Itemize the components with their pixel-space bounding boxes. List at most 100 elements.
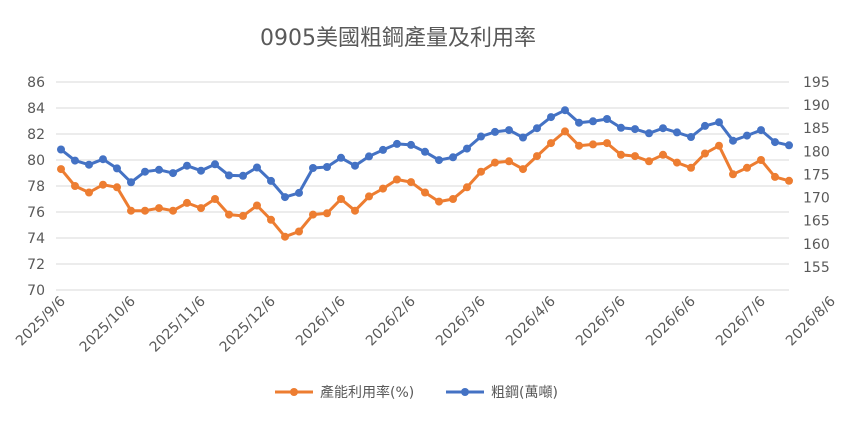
- data-point: [435, 156, 443, 165]
- data-point: [715, 141, 723, 150]
- data-point: [379, 184, 387, 193]
- data-point: [477, 132, 485, 141]
- data-point: [71, 182, 79, 190]
- data-point: [659, 124, 667, 133]
- data-point: [561, 127, 569, 136]
- data-point: [225, 210, 233, 219]
- data-point: [323, 209, 331, 218]
- data-point: [169, 169, 177, 178]
- left-tick-label: 80: [27, 153, 45, 169]
- data-point: [743, 163, 751, 172]
- data-point: [211, 160, 219, 169]
- right-tick-label: 180: [803, 144, 830, 160]
- data-point: [771, 172, 779, 181]
- x-tick-label: 2026/5/6: [573, 293, 629, 349]
- x-axis: 2025/9/6 2025/10/6 2025/11/6 2025/12/6 2026/…: [13, 293, 839, 355]
- x-tick-label: 2026/1/6: [293, 293, 349, 349]
- data-point: [239, 211, 247, 220]
- data-point: [337, 153, 345, 162]
- x-tick-label: 2025/10/6: [77, 293, 139, 355]
- data-point: [393, 175, 401, 184]
- x-tick-label: 2026/3/6: [433, 293, 489, 349]
- data-point: [463, 144, 471, 153]
- data-point: [533, 124, 541, 133]
- data-point: [701, 121, 709, 130]
- data-point: [603, 139, 611, 148]
- data-point: [687, 163, 695, 172]
- data-point: [197, 204, 205, 213]
- data-point: [309, 210, 317, 219]
- legend-label-utilization: 產能利用率(%): [320, 384, 414, 401]
- data-point: [421, 188, 429, 197]
- right-tick-label: 160: [803, 237, 830, 253]
- legend-item-crude-steel[interactable]: 粗鋼(萬噸): [446, 385, 558, 401]
- data-point: [785, 176, 793, 185]
- data-point: [687, 133, 695, 141]
- right-tick-label: 155: [803, 260, 830, 276]
- data-point: [407, 140, 415, 149]
- x-tick-label: 2026/4/6: [503, 293, 559, 349]
- series-crude-steel: [57, 106, 793, 202]
- data-point: [351, 206, 359, 215]
- data-point: [169, 206, 177, 215]
- x-tick-label: 2025/12/6: [217, 293, 279, 355]
- data-point: [127, 206, 135, 215]
- data-point: [729, 136, 737, 145]
- x-tick-label: 2025/11/6: [147, 293, 209, 355]
- data-point: [365, 152, 373, 161]
- data-point: [561, 106, 569, 115]
- left-tick-label: 82: [27, 127, 45, 143]
- data-point: [701, 149, 709, 158]
- series-line: [59, 129, 790, 239]
- data-point: [757, 156, 765, 164]
- data-point: [505, 157, 513, 166]
- data-point: [155, 204, 163, 213]
- data-point: [757, 126, 765, 135]
- left-tick-label: 70: [27, 283, 45, 299]
- data-point: [183, 161, 191, 170]
- data-point: [197, 166, 205, 175]
- data-point: [211, 195, 219, 203]
- data-point: [267, 215, 275, 224]
- data-point: [379, 145, 387, 154]
- data-point: [617, 123, 625, 132]
- data-point: [435, 197, 443, 206]
- x-tick-label: 2025/9/6: [13, 293, 69, 349]
- data-point: [99, 155, 107, 164]
- left-tick-label: 78: [27, 179, 45, 195]
- data-point: [533, 152, 541, 161]
- data-point: [183, 198, 191, 207]
- data-point: [631, 152, 639, 161]
- right-tick-label: 165: [803, 214, 830, 230]
- data-point: [589, 140, 597, 149]
- data-point: [57, 145, 65, 154]
- legend-item-utilization[interactable]: 產能利用率(%): [275, 384, 414, 401]
- data-point: [771, 138, 779, 147]
- data-point: [393, 139, 401, 148]
- data-point: [505, 126, 513, 135]
- data-point: [449, 153, 457, 162]
- data-point: [715, 118, 723, 127]
- gridlines: [56, 81, 789, 291]
- data-point: [519, 133, 527, 142]
- data-point: [449, 195, 457, 203]
- data-point: [659, 150, 667, 159]
- right-tick-label: 185: [803, 121, 830, 137]
- x-tick-label: 2026/6/6: [643, 293, 699, 349]
- data-point: [281, 193, 289, 202]
- data-point: [575, 141, 583, 150]
- left-tick-label: 72: [27, 257, 45, 273]
- right-tick-label: 170: [803, 191, 830, 207]
- data-point: [57, 165, 65, 174]
- data-point: [743, 131, 751, 140]
- data-point: [617, 150, 625, 159]
- data-point: [463, 183, 471, 192]
- data-point: [225, 171, 233, 180]
- data-point: [589, 117, 597, 126]
- data-point: [491, 127, 499, 136]
- data-point: [729, 170, 737, 179]
- series-utilization: [57, 127, 793, 241]
- data-point: [253, 201, 261, 210]
- data-point: [295, 227, 303, 236]
